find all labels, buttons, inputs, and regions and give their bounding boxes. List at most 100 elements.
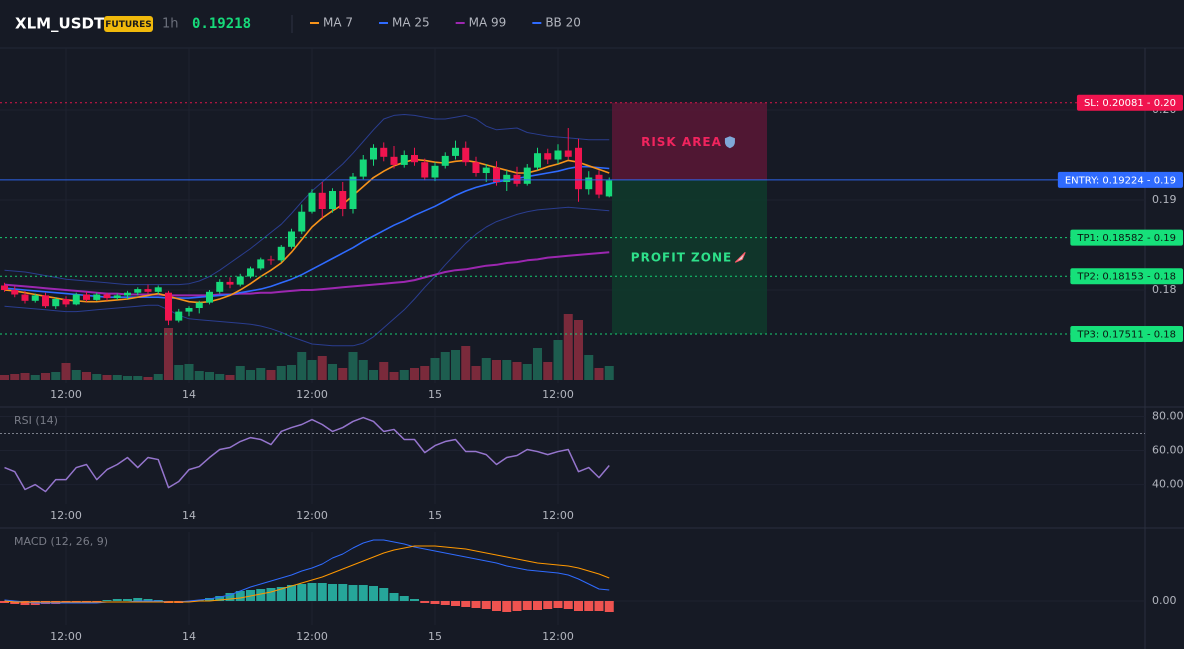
rsi-line xyxy=(4,416,610,493)
histogram-bar xyxy=(225,593,235,601)
x-tick-label: 14 xyxy=(182,388,196,401)
y-tick-label: 0.18 xyxy=(1152,283,1177,296)
candle-body xyxy=(380,147,388,157)
volume-bar xyxy=(389,372,399,380)
candle-body xyxy=(72,294,80,305)
histogram-bar xyxy=(235,591,245,601)
volume-bar xyxy=(584,355,594,380)
candle-body xyxy=(206,291,213,303)
volume-bar xyxy=(215,374,225,380)
volume-bar xyxy=(102,375,112,380)
histogram-bar xyxy=(420,601,430,603)
histogram-bar xyxy=(276,587,286,601)
histogram-bar xyxy=(112,599,122,601)
histogram-bar xyxy=(563,601,573,609)
x-tick-label: 12:00 xyxy=(50,630,82,643)
y-tick-label: 0.19 xyxy=(1152,193,1177,206)
x-tick-label: 12:00 xyxy=(50,509,82,522)
candle-body xyxy=(11,290,19,295)
bb-upper xyxy=(4,114,610,286)
candle-body xyxy=(503,174,511,183)
histogram-bar xyxy=(317,583,327,601)
candle-body xyxy=(144,289,152,292)
volume-bar xyxy=(153,374,163,380)
candle-body xyxy=(318,192,326,210)
level-label: SL: 0.20081 - 0.20 xyxy=(1084,98,1176,109)
legend-label: MA 25 xyxy=(392,16,430,30)
candle-body xyxy=(165,292,172,321)
candle-body xyxy=(605,180,613,197)
level-label-bg xyxy=(1070,268,1183,285)
histogram-bar xyxy=(328,584,337,601)
candle-body xyxy=(411,155,418,163)
histogram-bar xyxy=(594,601,604,611)
volume-bar xyxy=(164,328,173,380)
level-label-bg xyxy=(1076,94,1183,111)
candle-body xyxy=(42,295,49,307)
candle-body xyxy=(21,294,29,301)
candle-body xyxy=(513,174,521,184)
legend-label: MA 7 xyxy=(323,16,353,30)
histogram-bar xyxy=(143,599,153,601)
histogram-bar xyxy=(451,601,460,606)
x-tick-label: 15 xyxy=(428,509,442,522)
y-tick-label: 80.00 xyxy=(1152,410,1184,423)
interval: 1h xyxy=(162,17,179,32)
candle-body xyxy=(185,308,193,312)
legend-label: MA 99 xyxy=(469,16,507,30)
volume-bar xyxy=(563,314,573,380)
volume-bar xyxy=(0,375,9,380)
panel-title: MACD (12, 26, 9) xyxy=(14,535,108,548)
candle-body xyxy=(308,192,316,212)
candle-body xyxy=(195,302,203,309)
level-label: TP2: 0.18153 - 0.18 xyxy=(1076,272,1176,283)
candle-body xyxy=(83,294,90,300)
x-tick-label: 12:00 xyxy=(542,509,574,522)
candle-body xyxy=(370,147,377,160)
y-tick-label: 60.00 xyxy=(1152,444,1184,457)
candle-body xyxy=(482,167,490,174)
candle-body xyxy=(544,153,552,160)
candle-body xyxy=(288,231,295,247)
candle-body xyxy=(267,259,275,261)
volume-bar xyxy=(287,365,296,380)
symbol: XLM_USDT xyxy=(15,15,105,33)
volume-bar xyxy=(604,366,614,380)
candle-body xyxy=(441,155,449,166)
volume-bar xyxy=(20,373,30,380)
candle-body xyxy=(421,162,429,178)
level-label: ENTRY: 0.19224 - 0.19 xyxy=(1065,175,1176,186)
volume-bar xyxy=(112,375,122,380)
candle-body xyxy=(134,289,142,293)
histogram-bar xyxy=(266,588,276,601)
histogram-bar xyxy=(461,601,471,607)
candle-body xyxy=(462,147,470,163)
volume-bar xyxy=(512,362,522,380)
volume-bar xyxy=(338,368,348,380)
candle-body xyxy=(452,147,459,156)
histogram-bar xyxy=(102,600,112,601)
volume-bar xyxy=(184,364,194,380)
histogram-bar xyxy=(0,601,9,603)
candle-body xyxy=(1,285,8,291)
volume-bar xyxy=(369,370,378,380)
histogram-bar xyxy=(512,601,522,611)
histogram-bar xyxy=(307,583,317,601)
volume-bar xyxy=(399,370,409,380)
histogram-bar xyxy=(574,601,583,611)
candle-body xyxy=(390,156,398,165)
candle-body xyxy=(329,191,336,210)
histogram-bar xyxy=(215,596,225,601)
volume-bar xyxy=(502,360,512,380)
volume-bar xyxy=(420,366,430,380)
level-label: TP3: 0.17511 - 0.18 xyxy=(1076,330,1176,341)
panel-title: RSI (14) xyxy=(14,414,58,427)
candle-body xyxy=(493,167,500,183)
volume-bar xyxy=(451,350,460,380)
volume-bar xyxy=(61,363,71,380)
histogram-bar xyxy=(584,601,594,611)
candle-body xyxy=(400,155,408,165)
histogram-bar xyxy=(522,601,532,610)
